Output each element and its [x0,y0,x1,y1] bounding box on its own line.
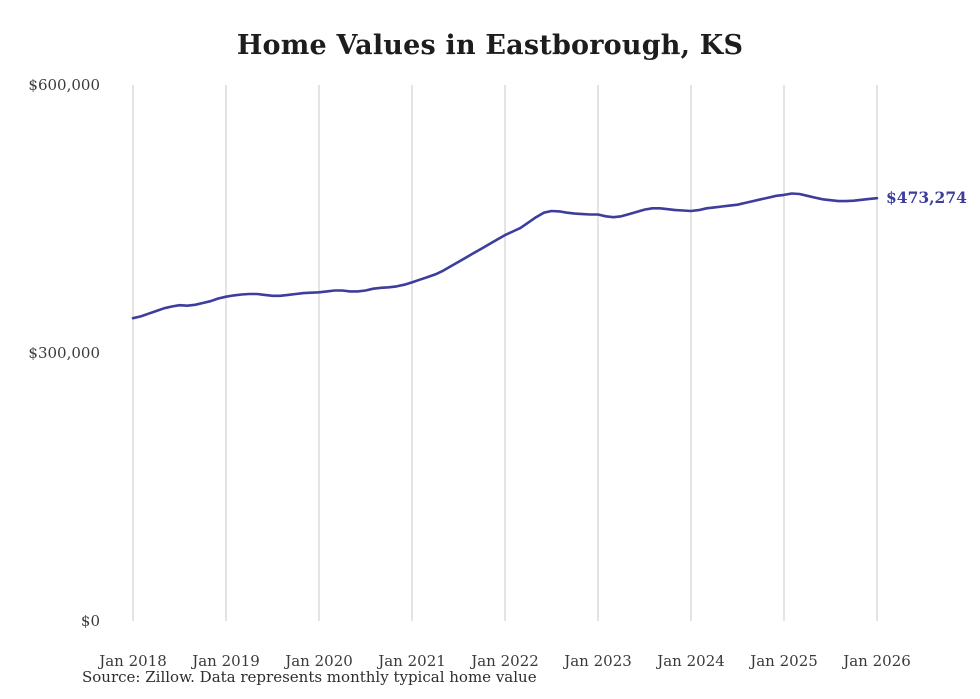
x-axis-tick-label: Jan 2019 [192,652,260,670]
x-axis-tick-label: Jan 2025 [750,652,818,670]
x-axis-tick-label: Jan 2018 [99,652,167,670]
x-axis-tick-label: Jan 2020 [285,652,353,670]
x-axis-tick-label: Jan 2023 [564,652,632,670]
end-value-label: $473,274 [886,188,967,207]
y-axis-tick-label: $600,000 [28,76,100,94]
x-axis-tick-label: Jan 2021 [378,652,446,670]
x-axis-tick-label: Jan 2026 [843,652,911,670]
y-axis-tick-label: $300,000 [28,344,100,362]
chart-title: Home Values in Eastborough, KS [236,30,744,61]
x-axis-tick-label: Jan 2024 [657,652,725,670]
y-axis-tick-label: $0 [80,612,100,630]
home-value-line [131,192,879,320]
x-axis-tick-label: Jan 2022 [471,652,539,670]
source-attribution: Source: Zillow. Data represents monthly … [82,668,537,686]
